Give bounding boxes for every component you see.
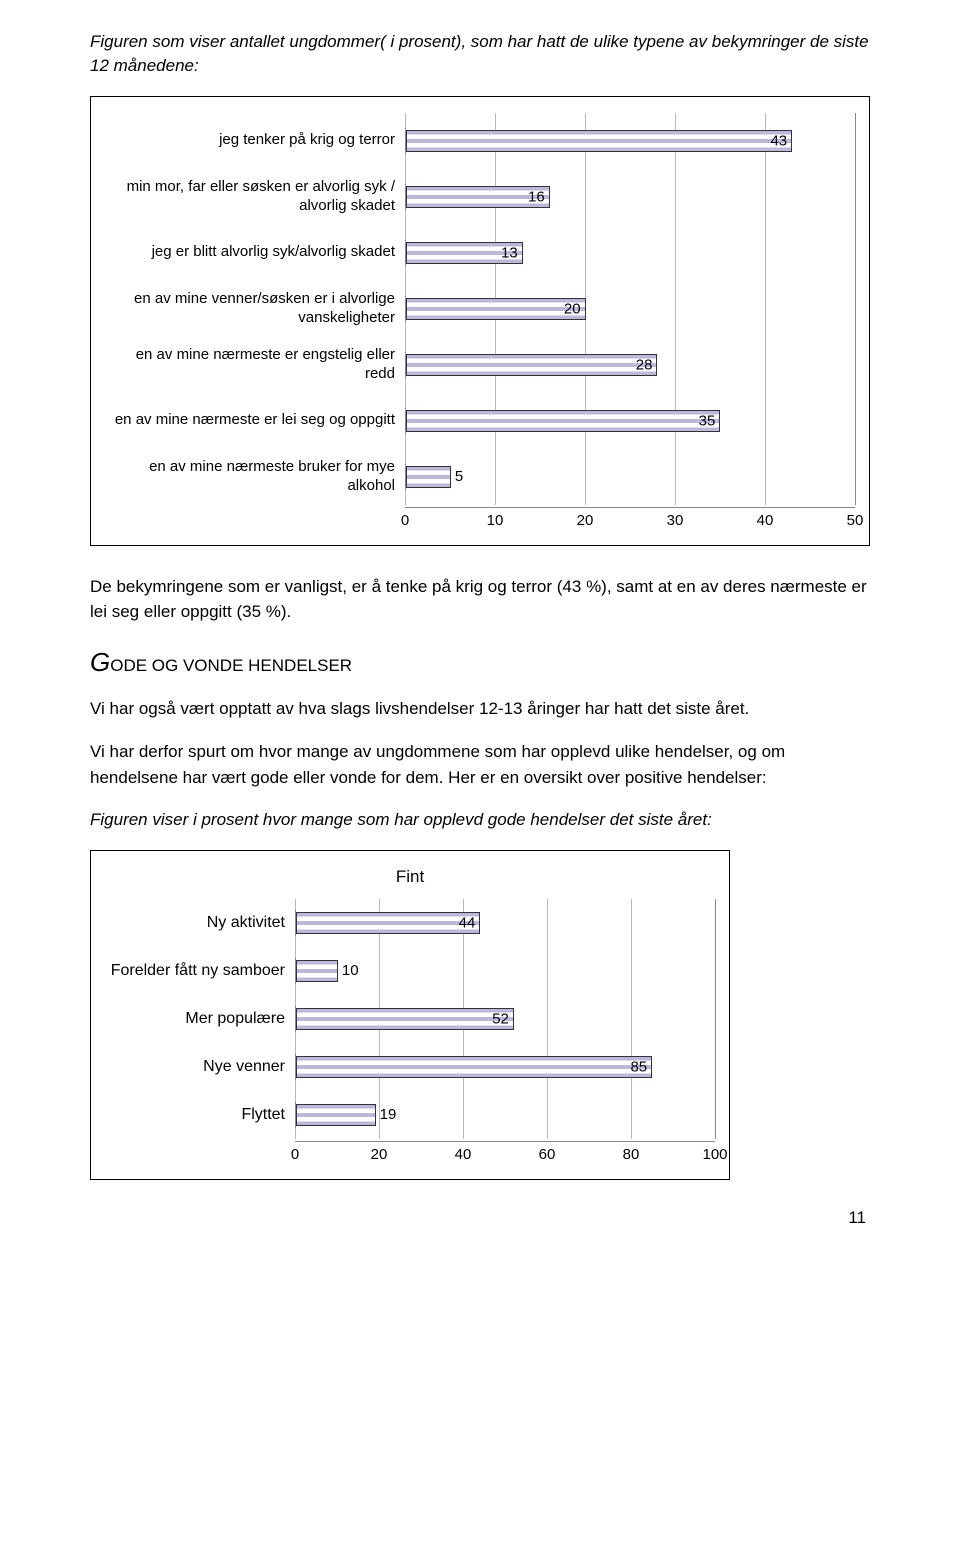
x-tick: 40 [455,1146,472,1163]
bar-value: 35 [699,412,716,429]
plot-area: 13 [405,240,855,266]
bar [406,466,451,488]
x-tick: 20 [371,1146,388,1163]
category-label: en av mine nærmeste er engstelig eller r… [105,346,405,384]
category-label: Forelder fått ny samboer [105,961,295,981]
bar-value: 16 [528,188,545,205]
plot-area: 20 [405,296,855,322]
intro-caption: Figuren som viser antallet ungdommer( i … [90,30,870,78]
category-label: Flyttet [105,1105,295,1125]
x-tick: 40 [757,512,774,529]
bar-value: 19 [380,1106,397,1123]
x-tick: 20 [577,512,594,529]
bar: 20 [406,298,586,320]
bar-value: 85 [630,1058,647,1075]
bar: 85 [296,1056,652,1078]
plot-area: 85 [295,1054,715,1080]
bar-value: 52 [492,1010,509,1027]
chart-worries: jeg tenker på krig og terror 43 min mor, f… [90,96,870,546]
x-tick: 60 [539,1146,556,1163]
chart2-title: Fint [105,867,715,887]
bar-value: 5 [455,468,463,485]
bar-value: 28 [636,356,653,373]
category-label: en av mine venner/søsken er i alvorlige … [105,290,405,328]
category-label: Nye venner [105,1057,295,1077]
bar-value: 13 [501,244,518,261]
bar-value: 10 [342,962,359,979]
section-heading: GODE OG VONDE HENDELSER [90,643,870,682]
plot-area: 43 [405,128,855,154]
x-tick: 50 [847,512,864,529]
category-label: min mor, far eller søsken er alvorlig sy… [105,178,405,216]
bar [296,960,338,982]
plot-area: 35 [405,408,855,434]
bar: 44 [296,912,480,934]
plot-area: 10 [295,958,715,984]
bar-value: 43 [770,132,787,149]
x-tick: 100 [702,1146,727,1163]
paragraph-findings: De bekymringene som er vanligst, er å te… [90,574,870,625]
x-tick: 0 [291,1146,299,1163]
plot-area: 44 [295,910,715,936]
category-label: Ny aktivitet [105,913,295,933]
category-label: Mer populære [105,1009,295,1029]
category-label: jeg er blitt alvorlig syk/alvorlig skade… [105,243,405,262]
paragraph-events-body: Vi har derfor spurt om hvor mange av ung… [90,739,870,790]
chart2-caption: Figuren viser i prosent hvor mange som h… [90,808,870,832]
x-tick: 0 [401,512,409,529]
grid-line [715,899,716,1139]
x-tick: 80 [623,1146,640,1163]
bar [296,1104,376,1126]
category-label: en av mine nærmeste er lei seg og oppgit… [105,411,405,430]
bar: 13 [406,242,523,264]
chart1-x-axis: 01020304050 [105,507,855,531]
plot-area: 16 [405,184,855,210]
page-number: 11 [90,1208,870,1228]
bar: 43 [406,130,792,152]
paragraph-events-intro: Vi har også vært opptatt av hva slags li… [90,696,870,722]
category-label: jeg tenker på krig og terror [105,131,405,150]
chart2-x-axis: 020406080100 [105,1141,715,1165]
x-tick: 30 [667,512,684,529]
heading-initial: G [90,647,110,677]
plot-area: 5 [405,464,855,490]
plot-area: 52 [295,1006,715,1032]
heading-rest: ODE OG VONDE HENDELSER [110,656,352,675]
grid-line [855,113,856,505]
plot-area: 28 [405,352,855,378]
chart-good-events: Fint Ny aktivitet 44 Forelder fått ny samb… [90,850,730,1180]
bar: 35 [406,410,720,432]
category-label: en av mine nærmeste bruker for mye alkoh… [105,458,405,496]
bar-value: 20 [564,300,581,317]
bar: 28 [406,354,657,376]
bar: 16 [406,186,550,208]
bar-value: 44 [459,914,476,931]
plot-area: 19 [295,1102,715,1128]
bar: 52 [296,1008,514,1030]
x-tick: 10 [487,512,504,529]
